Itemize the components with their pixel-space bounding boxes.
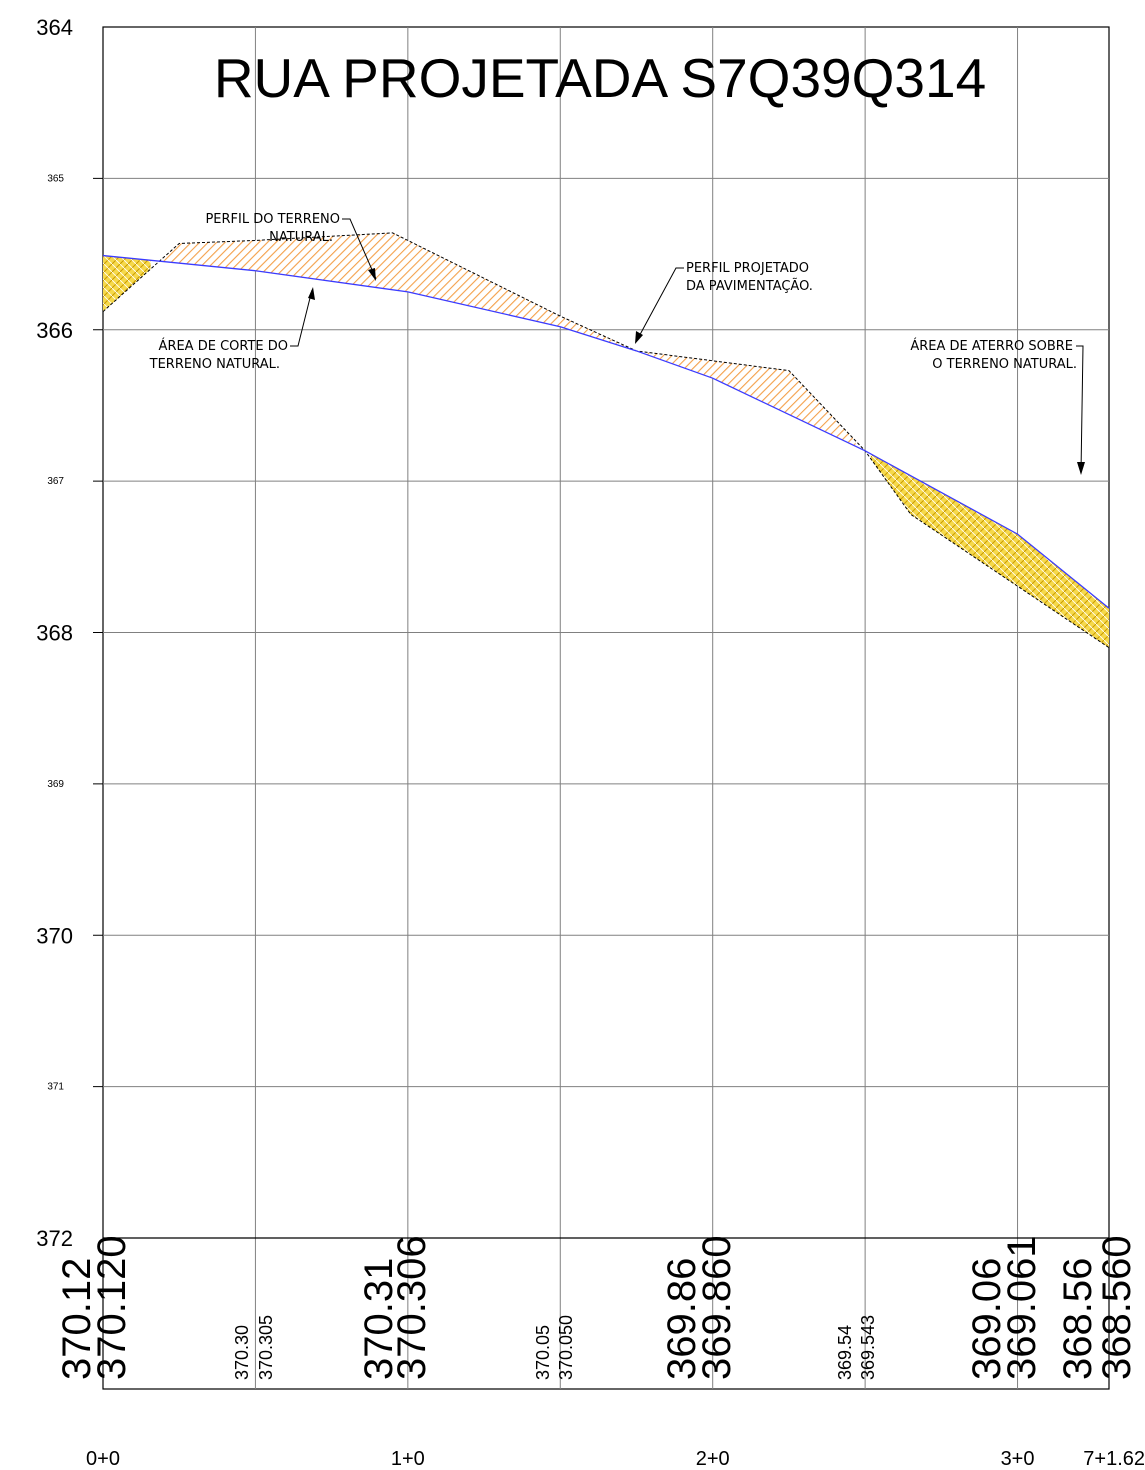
y-tick-label: 371 xyxy=(47,1082,64,1093)
table-design-value: 370.305 xyxy=(256,1315,276,1380)
y-tick-label: 372 xyxy=(36,1226,73,1251)
svg-text:PERFIL PROJETADO: PERFIL PROJETADO xyxy=(686,261,809,276)
table-design-value: 369.543 xyxy=(858,1315,878,1380)
station-axis: 0+0 1+0 2+0 3+0 7+1.62 xyxy=(86,1448,1145,1470)
x-tick-label: 7+1.62 xyxy=(1083,1448,1145,1470)
x-tick-label: 0+0 xyxy=(86,1448,120,1470)
y-tick-label: 369 xyxy=(47,779,64,790)
grid xyxy=(93,27,1109,1389)
svg-text:NATURAL.: NATURAL. xyxy=(269,230,333,245)
x-tick-label: 3+0 xyxy=(1001,1448,1035,1470)
svg-text:TERRENO NATURAL.: TERRENO NATURAL. xyxy=(149,357,280,372)
annotation-area-aterro: ÁREA DE ATERRO SOBRE O TERRENO NATURAL. xyxy=(910,338,1085,475)
fill-area xyxy=(870,453,1109,648)
table-terrain-value: 370.31 xyxy=(357,1258,401,1380)
y-tick-label: 365 xyxy=(47,173,64,184)
elevation-axis: 372 371 370 369 368 367 366 365 364 xyxy=(36,15,73,1251)
svg-text:ÁREA DE CORTE DO: ÁREA DE CORTE DO xyxy=(159,338,288,354)
x-tick-label: 1+0 xyxy=(391,1448,425,1470)
table-terrain-value: 369.86 xyxy=(660,1258,704,1380)
table-design-value: 369.860 xyxy=(695,1235,739,1380)
page-title: RUA PROJETADA S7Q39Q314 xyxy=(214,47,986,109)
y-tick-label: 368 xyxy=(36,621,73,646)
table-design-value: 368.560 xyxy=(1095,1235,1139,1380)
table-terrain-value: 368.56 xyxy=(1056,1258,1100,1380)
y-tick-label: 367 xyxy=(47,476,64,487)
annotation-perfil-projetado: PERFIL PROJETADO DA PAVIMENTAÇÃO. xyxy=(635,261,813,344)
design-profile-line xyxy=(102,254,1110,609)
y-tick-label: 366 xyxy=(36,318,73,343)
table-terrain-value: 369.06 xyxy=(965,1258,1009,1380)
plot-frame xyxy=(102,26,1110,1390)
table-design-value: 370.120 xyxy=(90,1235,134,1380)
fill-area xyxy=(103,255,151,312)
annotation-area-corte: ÁREA DE CORTE DO TERRENO NATURAL. xyxy=(149,287,315,372)
x-tick-label: 2+0 xyxy=(696,1448,730,1470)
svg-text:O TERRENO NATURAL.: O TERRENO NATURAL. xyxy=(932,357,1077,372)
table-terrain-value: 370.30 xyxy=(232,1325,252,1380)
table-terrain-value: 370.05 xyxy=(533,1325,553,1380)
y-tick-label: 370 xyxy=(36,923,73,948)
annotation-terreno-natural: PERFIL DO TERRENO NATURAL. xyxy=(205,212,377,281)
terrain-profile-line xyxy=(102,232,1110,649)
svg-text:ÁREA DE ATERRO SOBRE: ÁREA DE ATERRO SOBRE xyxy=(910,338,1073,354)
cut-area xyxy=(160,232,627,348)
table-design-value: 369.061 xyxy=(1000,1235,1044,1380)
y-tick-label: 364 xyxy=(36,15,73,40)
earthwork-areas xyxy=(103,232,1109,648)
svg-text:DA PAVIMENTAÇÃO.: DA PAVIMENTAÇÃO. xyxy=(686,278,813,294)
profile-lines xyxy=(102,232,1110,649)
table-design-value: 370.306 xyxy=(390,1235,434,1380)
cut-area xyxy=(646,352,856,447)
table-terrain-value: 369.54 xyxy=(835,1325,855,1380)
table-design-value: 370.050 xyxy=(556,1315,576,1380)
table-terrain-value: 370.12 xyxy=(55,1258,99,1380)
svg-text:PERFIL DO TERRENO: PERFIL DO TERRENO xyxy=(205,212,340,227)
